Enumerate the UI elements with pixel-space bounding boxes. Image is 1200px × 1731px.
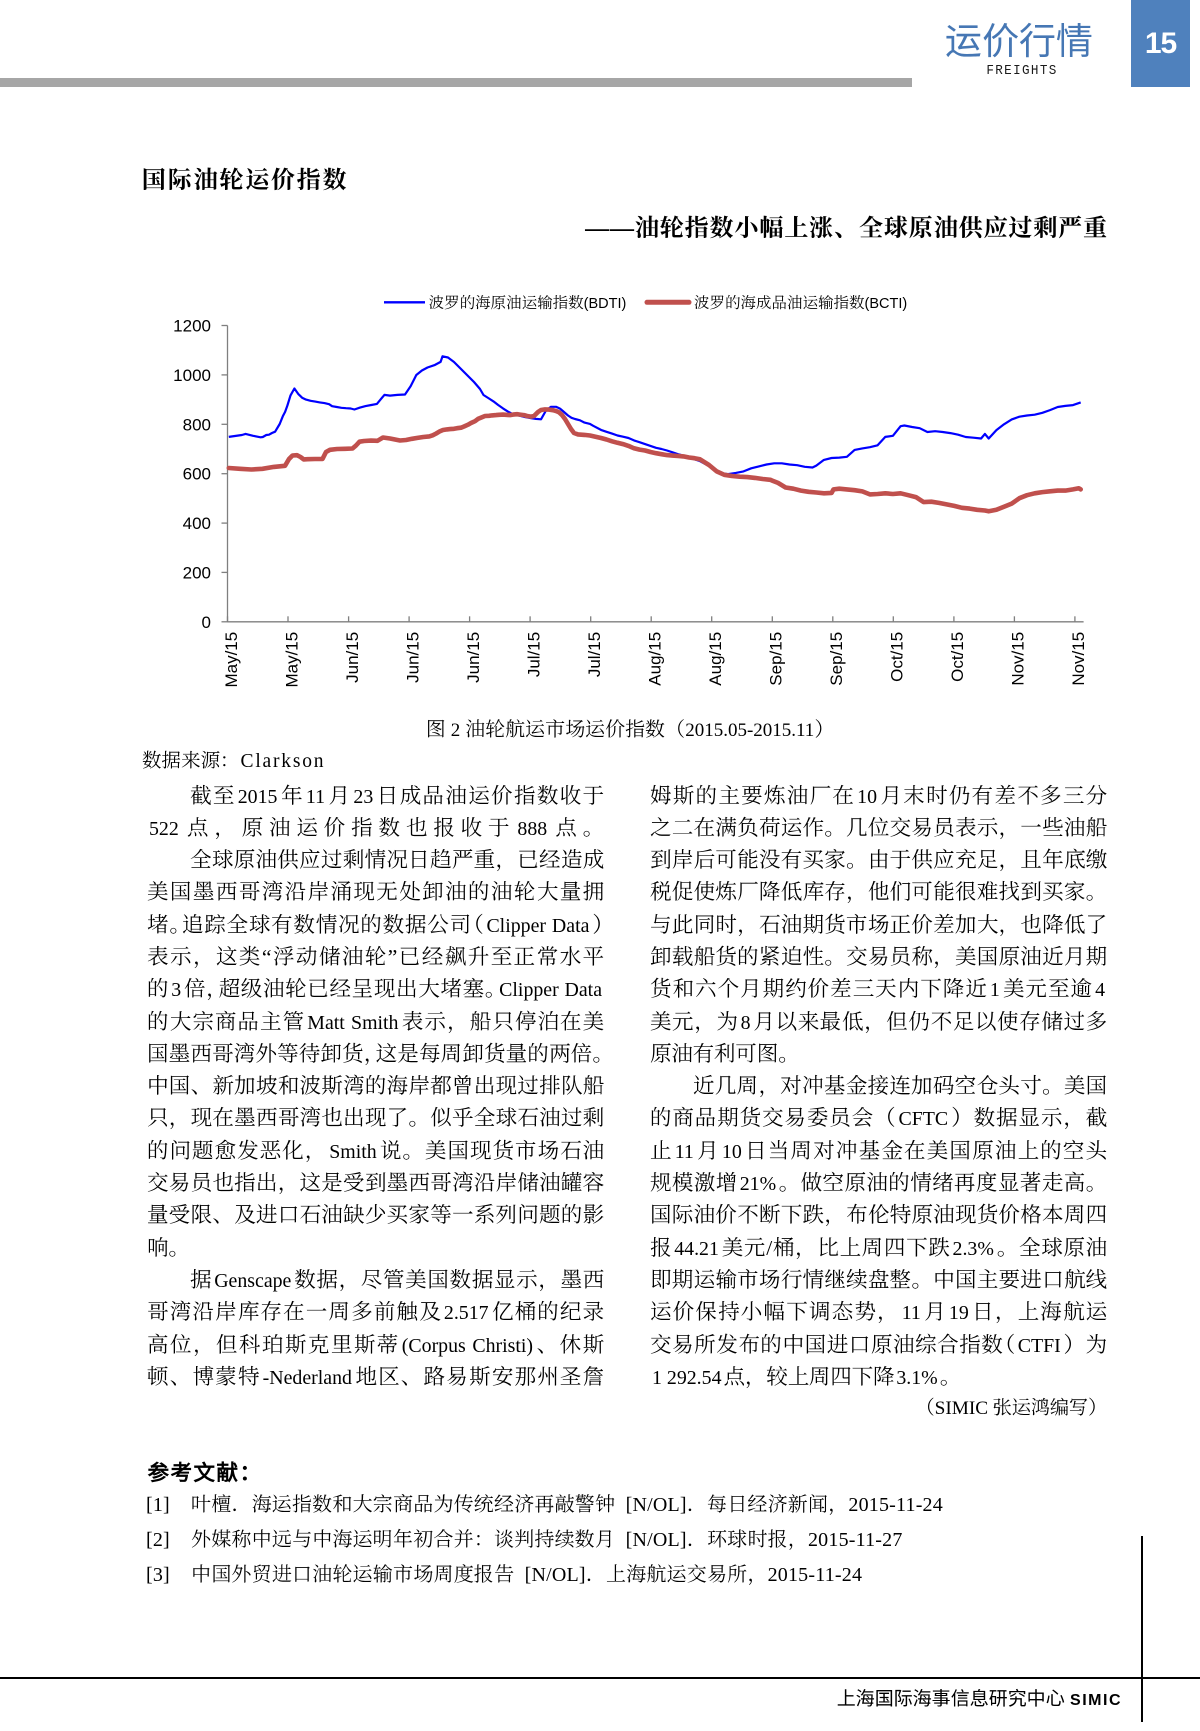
svg-text:200: 200 <box>183 563 211 582</box>
svg-text:May/15: May/15 <box>222 632 241 688</box>
svg-text:Jun/15: Jun/15 <box>403 632 422 683</box>
svg-text:波罗的海原油运输指数(BDTI): 波罗的海原油运输指数(BDTI) <box>429 291 627 313</box>
svg-text:Oct/15: Oct/15 <box>948 632 967 682</box>
svg-text:波罗的海成品油运输指数(BCTI): 波罗的海成品油运输指数(BCTI) <box>694 291 907 313</box>
svg-text:Nov/15: Nov/15 <box>1069 632 1088 686</box>
svg-text:Sep/15: Sep/15 <box>767 632 786 686</box>
svg-text:Jul/15: Jul/15 <box>585 632 604 677</box>
svg-text:Nov/15: Nov/15 <box>1009 632 1028 686</box>
svg-text:May/15: May/15 <box>282 632 301 688</box>
svg-text:Aug/15: Aug/15 <box>706 632 725 686</box>
svg-text:600: 600 <box>183 465 211 484</box>
svg-text:Jul/15: Jul/15 <box>524 632 543 677</box>
svg-text:0: 0 <box>202 613 211 632</box>
svg-text:400: 400 <box>183 514 211 533</box>
svg-text:800: 800 <box>183 415 211 434</box>
svg-text:Sep/15: Sep/15 <box>827 632 846 686</box>
svg-text:1000: 1000 <box>173 366 211 385</box>
svg-text:Jun/15: Jun/15 <box>343 632 362 683</box>
svg-text:Aug/15: Aug/15 <box>645 632 664 686</box>
svg-text:1200: 1200 <box>173 317 211 336</box>
svg-text:Oct/15: Oct/15 <box>888 632 907 682</box>
svg-text:Jun/15: Jun/15 <box>464 632 483 683</box>
